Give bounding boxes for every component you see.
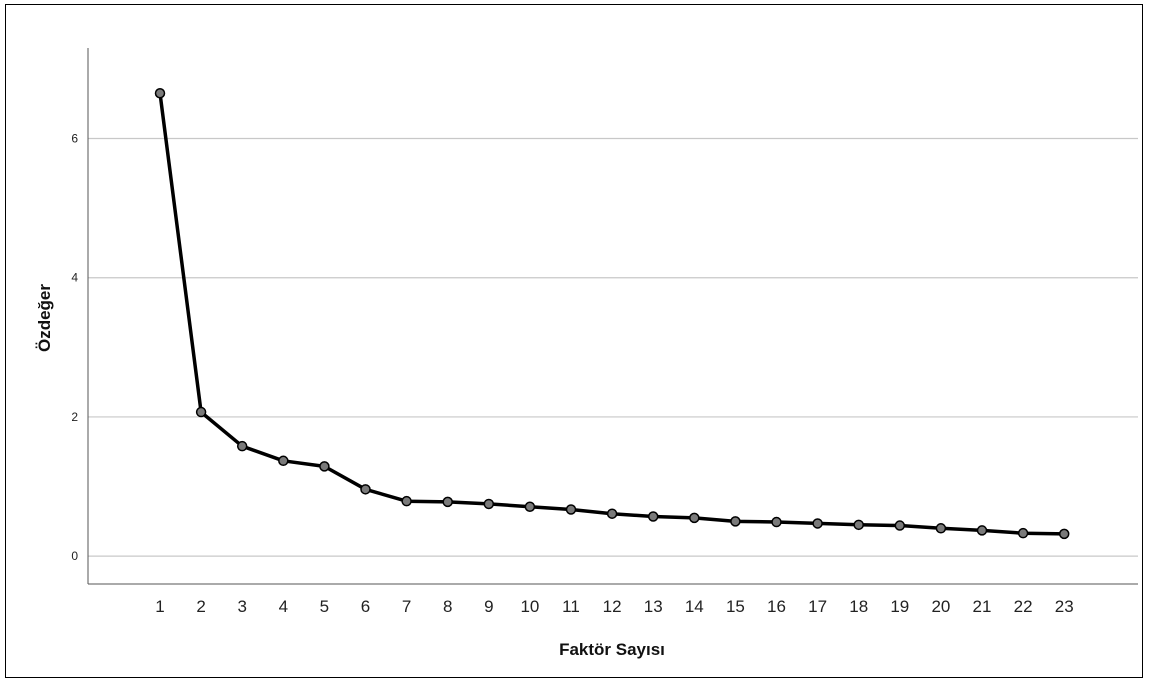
y-tick-label: 6 [71, 131, 78, 145]
x-tick-label: 8 [443, 597, 452, 616]
data-point [606, 508, 618, 519]
data-point [647, 511, 659, 522]
x-axis-title: Faktör Sayısı [559, 640, 665, 659]
x-tick-label: 2 [196, 597, 205, 616]
x-tick-label: 3 [237, 597, 246, 616]
data-point [483, 498, 495, 510]
data-point [360, 484, 371, 495]
data-point [442, 496, 453, 508]
x-tick-label: 20 [931, 597, 950, 616]
data-point [812, 518, 823, 529]
x-tick-label: 10 [520, 597, 539, 616]
y-tick-label: 4 [71, 271, 78, 285]
data-point [565, 504, 577, 515]
gridlines [88, 137, 1138, 557]
x-tick-label: 1 [155, 597, 164, 616]
data-point [771, 516, 782, 528]
x-tick-label: 9 [484, 597, 493, 616]
x-tick-label: 5 [320, 597, 329, 616]
y-tick-label: 2 [71, 410, 78, 424]
data-point [894, 520, 906, 531]
x-tick-label: 6 [361, 597, 370, 616]
data-point [278, 455, 289, 467]
x-tick-label: 23 [1055, 597, 1074, 616]
x-tick-label: 16 [767, 597, 786, 616]
series-line [158, 92, 1065, 536]
data-point [1017, 527, 1029, 539]
y-axis-title: Özdeğer [35, 284, 54, 352]
chart-frame [5, 4, 1143, 678]
data-point [319, 461, 330, 472]
data-point [689, 512, 700, 524]
data-point [195, 406, 207, 418]
data-point [976, 525, 988, 536]
data-point [236, 440, 248, 452]
y-tick-label: 0 [71, 549, 78, 563]
x-tick-label: 14 [685, 597, 704, 616]
x-tick-label: 18 [849, 597, 868, 616]
x-tick-label: 22 [1014, 597, 1033, 616]
data-point [730, 516, 741, 527]
x-tick-label: 13 [644, 597, 663, 616]
data-point [154, 87, 166, 99]
x-tick-labels: 1 2 3 4 5 6 7 8 9 10 11 12 13 14 15 16 17 18 19 20 21 22 23 [155, 597, 1073, 616]
x-tick-label: 21 [973, 597, 992, 616]
data-point [1058, 528, 1070, 540]
x-tick-label: 4 [279, 597, 288, 616]
x-tick-label: 19 [890, 597, 909, 616]
series-points [154, 87, 1070, 540]
data-point [935, 523, 947, 534]
data-point [524, 501, 536, 512]
x-tick-label: 7 [402, 597, 411, 616]
data-point [401, 495, 412, 507]
x-tick-label: 15 [726, 597, 745, 616]
y-tick-labels: 0 2 4 6 [71, 131, 78, 563]
data-point [853, 519, 864, 531]
x-tick-label: 17 [808, 597, 827, 616]
x-tick-label: 12 [603, 597, 622, 616]
x-tick-label: 11 [562, 597, 580, 616]
